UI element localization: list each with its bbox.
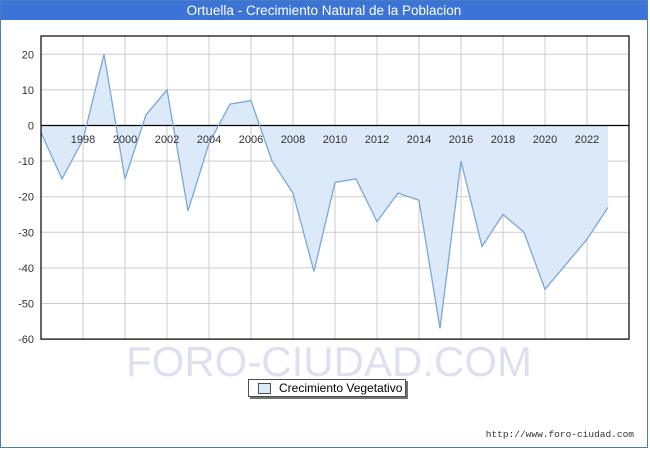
svg-text:2000: 2000: [113, 134, 137, 146]
svg-text:2002: 2002: [155, 134, 179, 146]
svg-text:2004: 2004: [197, 134, 221, 146]
svg-text:2014: 2014: [407, 134, 431, 146]
svg-text:20: 20: [22, 49, 34, 61]
svg-text:2020: 2020: [533, 134, 557, 146]
svg-text:0: 0: [28, 121, 34, 133]
svg-text:1998: 1998: [71, 134, 95, 146]
svg-text:10: 10: [22, 85, 34, 97]
svg-text:2022: 2022: [575, 134, 599, 146]
svg-text:-50: -50: [18, 299, 34, 311]
svg-text:2016: 2016: [449, 134, 473, 146]
svg-text:2006: 2006: [239, 134, 263, 146]
svg-text:-30: -30: [18, 227, 34, 239]
svg-text:2018: 2018: [491, 134, 515, 146]
svg-text:-60: -60: [18, 334, 34, 346]
svg-text:2010: 2010: [323, 134, 347, 146]
svg-text:2008: 2008: [281, 134, 305, 146]
svg-text:-10: -10: [18, 156, 34, 168]
svg-text:2012: 2012: [365, 134, 389, 146]
svg-text:-40: -40: [18, 263, 34, 275]
svg-text:-20: -20: [18, 192, 34, 204]
svg-text:FORO-CIUDAD.COM: FORO-CIUDAD.COM: [126, 338, 532, 385]
